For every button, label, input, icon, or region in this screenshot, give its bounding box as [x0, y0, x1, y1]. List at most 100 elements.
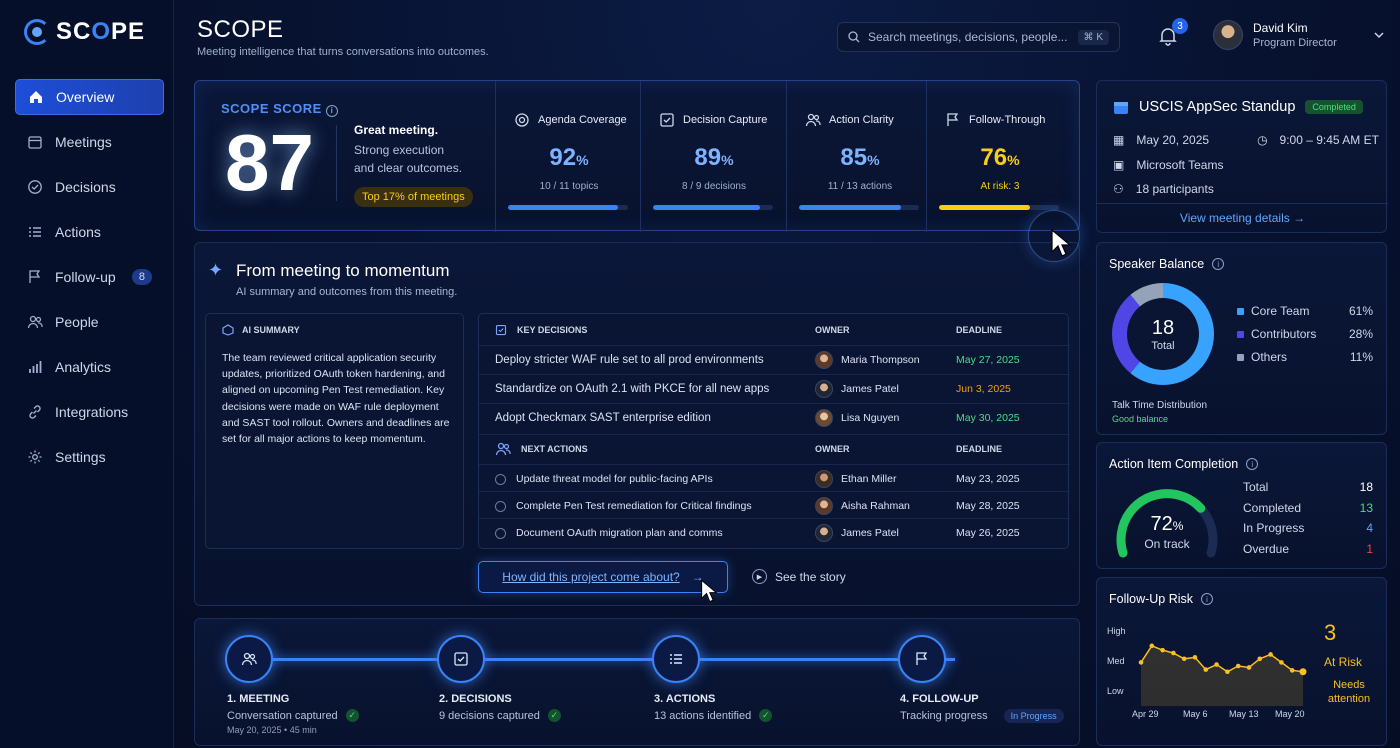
metric-progress-fill: [653, 205, 760, 210]
avatar: [815, 409, 833, 427]
timeline-connector: [255, 658, 955, 661]
checkbox-icon: [495, 324, 507, 335]
metric-title: Action Clarity: [805, 112, 894, 128]
timeline-step-2[interactable]: [437, 635, 485, 683]
bell-icon[interactable]: [1158, 26, 1178, 46]
timeline-step-detail: 9 decisions captured ✓: [439, 709, 561, 722]
info-icon[interactable]: i: [1246, 458, 1259, 470]
flag-icon: [27, 269, 43, 285]
momentum-subtitle: AI summary and outcomes from this meetin…: [236, 286, 458, 298]
action-row[interactable]: Complete Pen Test remediation for Critic…: [479, 491, 1070, 520]
metric-progress-fill: [939, 205, 1031, 210]
sidebar-item-actions[interactable]: Actions: [15, 214, 164, 250]
action-checkbox[interactable]: [495, 473, 506, 485]
avatar: [815, 497, 833, 515]
completion-label: On track: [1144, 537, 1190, 551]
project-origin-button[interactable]: How did this project come about? →: [478, 561, 728, 593]
calendar-small-icon: ▦: [1113, 133, 1125, 147]
owner-cell: Lisa Nguyen: [815, 409, 899, 427]
timeline-step-label: 1. MEETING: [227, 693, 290, 705]
sidebar-item-meetings[interactable]: Meetings: [15, 124, 164, 160]
risk-point: [1171, 650, 1176, 656]
metric-detail: 8 / 9 decisions: [682, 181, 746, 192]
ai-summary-text: The team reviewed critical application s…: [222, 352, 450, 446]
sidebar-item-decisions[interactable]: Decisions: [15, 169, 164, 205]
people-icon: [805, 112, 821, 128]
decision-row[interactable]: Adopt Checkmarx SAST enterprise edition L…: [479, 403, 1070, 432]
momentum-title: From meeting to momentum: [236, 261, 450, 280]
deadline-cell: May 23, 2025: [956, 473, 1020, 485]
risk-point: [1149, 643, 1155, 649]
search-placeholder: Search meetings, decisions, people...: [868, 30, 1068, 44]
info-icon[interactable]: i: [1201, 593, 1214, 605]
sidebar-item-follow-up[interactable]: Follow-up 8: [15, 259, 164, 295]
decision-row[interactable]: Standardize on OAuth 2.1 with PKCE for a…: [479, 374, 1070, 403]
metric-progress-bar: [799, 205, 919, 210]
check-icon: ✓: [547, 709, 561, 722]
count-badge: 8: [131, 269, 152, 285]
owner-cell: Aisha Rahman: [815, 497, 910, 515]
meeting-date-row: ▦ May 20, 2025 ◷ 9:00 – 9:45 AM ET: [1113, 133, 1379, 147]
action-row[interactable]: Document OAuth migration plan and comms J…: [479, 518, 1070, 547]
decisions-header: KEY DECISIONS: [495, 324, 587, 336]
risk-y-label-med: Med: [1107, 656, 1125, 666]
score-headline: Great meeting.: [354, 123, 439, 137]
user-menu[interactable]: David Kim Program Director: [1213, 20, 1385, 50]
completion-stat-in-progress: In Progress 4: [1243, 521, 1373, 535]
action-row[interactable]: Update threat model for public-facing AP…: [479, 464, 1070, 493]
target-icon: [514, 112, 530, 128]
risk-point: [1225, 669, 1230, 675]
deadline-header: DEADLINE: [956, 444, 1003, 454]
logo[interactable]: SCOPE: [24, 18, 145, 46]
timeline-step-3[interactable]: [652, 635, 700, 683]
meeting-participants-row: ⚇ 18 participants: [1113, 182, 1214, 196]
check-icon: ✓: [345, 709, 359, 722]
progress-timeline: 1. MEETING Conversation captured ✓ May 20, …: [194, 618, 1080, 746]
people-icon: [495, 441, 511, 457]
see-story-link[interactable]: ▶ See the story: [752, 569, 846, 584]
action-completion-title: Action Item Completion i: [1109, 457, 1259, 471]
avatar: [815, 524, 833, 542]
flag-icon: [914, 651, 930, 667]
legend-item: Core Team 61%: [1237, 304, 1373, 318]
play-icon: ▶: [752, 569, 767, 584]
avatar: [815, 351, 833, 369]
calendar-icon: [1114, 102, 1128, 114]
risk-y-label-high: High: [1107, 626, 1126, 636]
bar-chart-icon: [27, 359, 43, 375]
timeline-step-1[interactable]: [225, 635, 273, 683]
cursor-highlight: [1028, 210, 1080, 262]
sidebar: SCOPE Overview Meetings Decisions Actions Fo…: [0, 0, 174, 748]
search-input[interactable]: Search meetings, decisions, people... ⌘ …: [837, 22, 1120, 52]
deadline-header: DEADLINE: [956, 324, 1003, 335]
deadline-cell: May 30, 2025: [956, 412, 1020, 424]
people-icon: [241, 651, 257, 667]
mouse-cursor-icon: [701, 579, 718, 603]
score-rank-badge: Top 17% of meetings: [354, 187, 473, 207]
sidebar-item-settings[interactable]: Settings: [15, 439, 164, 475]
gear-icon: [27, 449, 43, 465]
sidebar-item-overview[interactable]: Overview: [15, 79, 164, 115]
action-checkbox[interactable]: [495, 527, 506, 539]
info-icon[interactable]: i: [325, 104, 338, 117]
people-icon: ⚇: [1113, 182, 1124, 196]
action-text: Update threat model for public-facing AP…: [495, 473, 713, 485]
participant-total: 18: [1151, 316, 1175, 339]
sidebar-item-label: Actions: [55, 224, 101, 240]
timeline-step-4[interactable]: [898, 635, 946, 683]
info-icon[interactable]: i: [1212, 258, 1225, 270]
teams-icon: ▣: [1113, 158, 1125, 172]
action-checkbox[interactable]: [495, 500, 506, 512]
flag-icon: [945, 112, 961, 128]
score-label: SCOPE SCORE i: [221, 101, 338, 117]
sidebar-item-analytics[interactable]: Analytics: [15, 349, 164, 385]
decision-row[interactable]: Deploy stricter WAF rule set to all prod…: [479, 345, 1070, 374]
sidebar-item-integrations[interactable]: Integrations: [15, 394, 164, 430]
sidebar-item-label: Follow-up: [55, 269, 116, 285]
momentum-card: ✦ From meeting to momentum AI summary an…: [194, 242, 1080, 606]
status-badge: Completed: [1305, 100, 1363, 114]
view-meeting-details-link[interactable]: View meeting details →: [1179, 211, 1306, 225]
metric-value: 76%: [980, 144, 1020, 171]
owner-cell: Maria Thompson: [815, 351, 920, 369]
sidebar-item-people[interactable]: People: [15, 304, 164, 340]
